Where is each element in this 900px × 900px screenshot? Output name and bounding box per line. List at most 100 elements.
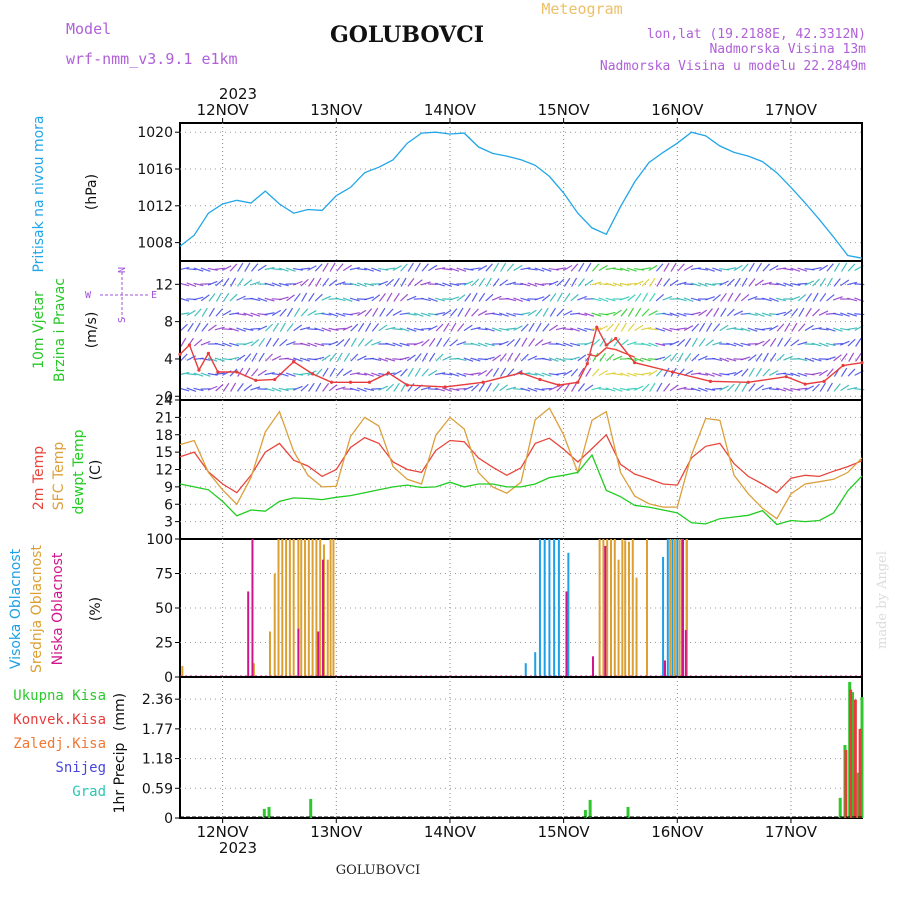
wind-arrow xyxy=(804,357,815,362)
wind-arrow xyxy=(315,277,322,287)
wind-arrow xyxy=(797,372,808,377)
wind-arrow xyxy=(435,267,446,271)
wind-arrow xyxy=(286,323,294,332)
wind-arrow xyxy=(754,384,764,392)
wind-arrow xyxy=(549,293,557,302)
wind-arrow xyxy=(669,279,679,287)
cloud-unit: (%) xyxy=(88,597,104,621)
wind-arrow xyxy=(626,341,637,346)
wind-arrow xyxy=(605,311,616,316)
bottom-day-labels: 12NOV 13NOV 14NOV 15NOV 16NOV 17NOV xyxy=(197,818,818,841)
wind-speed-point xyxy=(206,351,211,355)
wind-arrow xyxy=(748,383,756,392)
wind-arrow xyxy=(627,323,635,332)
wind-arrow xyxy=(677,352,684,362)
wind-arrow xyxy=(528,337,536,347)
wind-arrow xyxy=(200,372,211,377)
wind-arrow xyxy=(414,367,421,377)
wind-arrow xyxy=(251,352,258,362)
wind-arrow xyxy=(193,267,204,272)
wind-arrow xyxy=(285,267,296,272)
wind-arrow xyxy=(477,328,488,331)
wind-arrow xyxy=(186,268,197,271)
wind-speed-point xyxy=(803,382,807,386)
wind-arrow xyxy=(506,327,517,330)
wind-arrow xyxy=(705,296,715,301)
wind-speed-point xyxy=(633,361,637,365)
wind-arrow xyxy=(578,262,585,272)
wind-arrow xyxy=(535,308,543,317)
wind-series-wind_speed_gust xyxy=(179,325,863,388)
wind-arrow xyxy=(279,308,287,317)
wind-arrow xyxy=(357,337,365,347)
wind-arrow xyxy=(272,322,280,332)
wind-arrow xyxy=(783,267,794,271)
wind-arrow xyxy=(307,265,317,271)
wind-arrow xyxy=(329,353,337,362)
clouds-bar-cloud_low xyxy=(681,539,684,677)
precip-ytick-label: 2.36 xyxy=(142,692,173,708)
wind-arrow xyxy=(477,369,488,377)
wind-arrow xyxy=(641,342,652,347)
clouds-bar-cloud_mid xyxy=(609,539,612,677)
wind-arrow xyxy=(641,326,652,331)
wind-arrow xyxy=(208,293,216,302)
legend-rain-total: Ukupna Kisa xyxy=(13,688,106,704)
bottom-day-label: 16NOV xyxy=(651,823,704,841)
wind-arrow xyxy=(293,324,303,332)
wind-arrow xyxy=(832,327,843,332)
wind-arrow xyxy=(740,294,750,302)
wind-arrow xyxy=(811,371,822,376)
wind-arrow xyxy=(656,382,663,392)
precip-frame xyxy=(179,676,863,819)
page-title: GOLUBOVCI xyxy=(330,22,484,48)
wind-arrow xyxy=(492,367,500,377)
wind-arrow xyxy=(300,267,311,270)
wind-arrow xyxy=(605,387,616,392)
wind-arrow xyxy=(435,282,446,287)
bottom-day-label: 13NOV xyxy=(310,823,363,841)
wind-arrow xyxy=(542,307,549,317)
wind-arrow xyxy=(364,282,375,287)
wind-arrow xyxy=(343,337,351,347)
wind-arrow xyxy=(186,309,196,317)
wind-arrow xyxy=(322,262,329,272)
wind-arrow xyxy=(214,372,225,375)
wind-arrow xyxy=(676,297,687,302)
wind-arrow xyxy=(627,307,635,317)
wind-arrow xyxy=(513,264,523,272)
wind-arrow xyxy=(818,264,829,272)
wind-arrow xyxy=(214,357,225,362)
wind-arrow xyxy=(520,297,531,302)
wind-speed-point xyxy=(538,377,542,382)
wind-arrow xyxy=(818,328,829,331)
clouds-bar-cloud_mid xyxy=(624,540,627,677)
clouds-bar-cloud_low xyxy=(591,656,594,677)
wind-arrow xyxy=(293,307,301,317)
wind-arrow xyxy=(329,262,336,272)
wind-arrow xyxy=(726,327,737,331)
wind-arrow xyxy=(534,267,545,272)
wind-arrow xyxy=(264,297,275,302)
wind-arrow xyxy=(314,263,323,272)
wind-arrow xyxy=(712,323,721,332)
wind-arrow xyxy=(328,327,339,331)
wind-arrow xyxy=(285,357,296,361)
wind-arrow xyxy=(534,339,544,347)
wind-arrow xyxy=(250,339,260,347)
wind-arrow xyxy=(456,341,467,346)
wind-arrow xyxy=(414,353,422,362)
wind-arrow xyxy=(243,341,254,346)
wind-arrow xyxy=(761,327,772,331)
precip-ytick-label: 0.59 xyxy=(142,781,173,797)
wind-arrow xyxy=(790,387,801,391)
wind-arrow xyxy=(342,369,353,377)
wind-arrow xyxy=(186,282,197,287)
wind-arrow xyxy=(271,355,282,361)
wind-arrow xyxy=(649,292,656,302)
wind-arrow xyxy=(237,262,244,272)
wind-ylabel-2: Brzina i Pravac xyxy=(52,278,68,382)
wind-arrow xyxy=(236,295,246,301)
wind-arrow xyxy=(492,383,500,392)
wind-arrow xyxy=(193,338,203,347)
